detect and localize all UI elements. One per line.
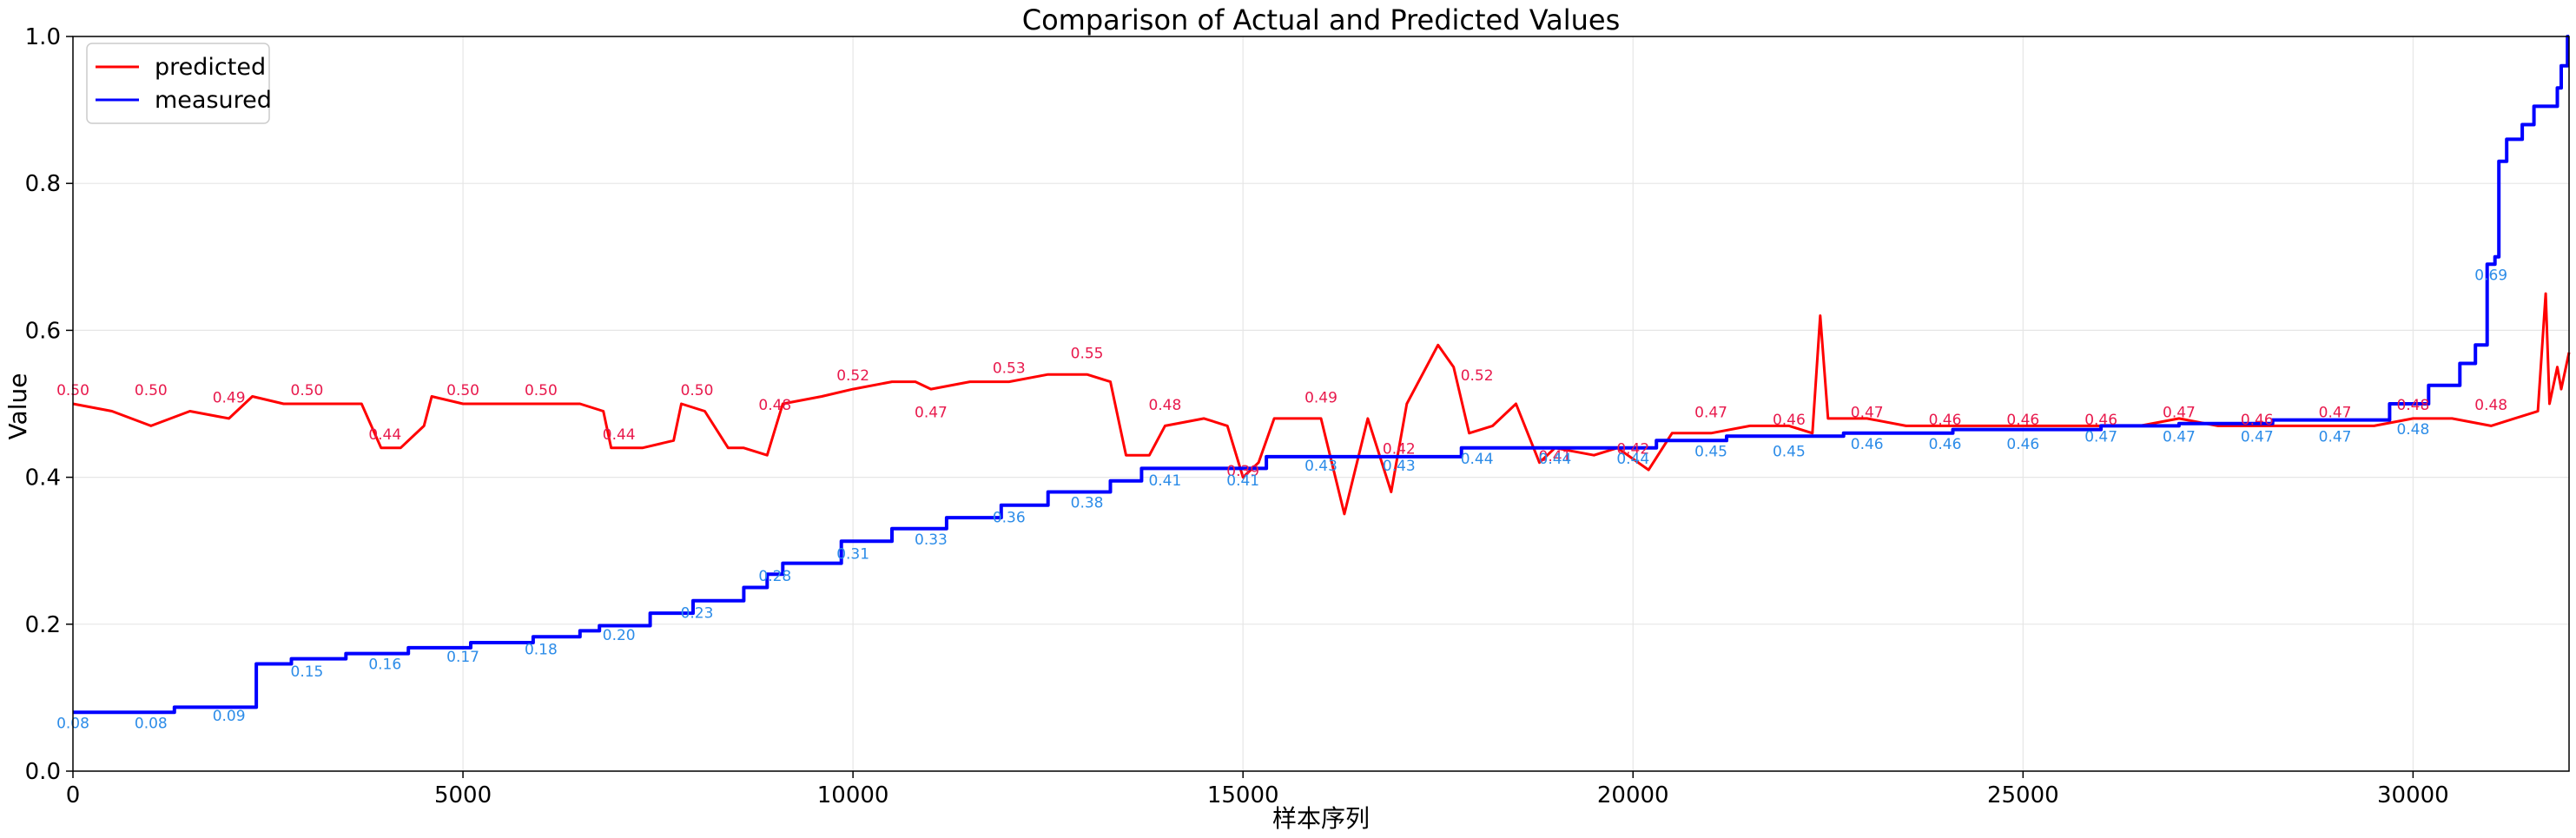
x-tick-label: 10000 xyxy=(817,782,889,808)
y-tick-label: 0.4 xyxy=(25,465,61,492)
chart-title: Comparison of Actual and Predicted Value… xyxy=(1022,3,1621,36)
data-label-measured: 0.45 xyxy=(1694,443,1727,460)
x-tick-label: 0 xyxy=(66,782,81,808)
data-label-predicted: 0.50 xyxy=(446,382,479,399)
data-label-measured: 0.48 xyxy=(2396,421,2429,439)
data-label-measured: 0.44 xyxy=(1461,451,1494,468)
data-label-predicted: 0.52 xyxy=(836,367,869,385)
legend: predicted measured xyxy=(86,43,272,124)
data-label-predicted: 0.53 xyxy=(993,360,1026,378)
y-tick-label: 1.0 xyxy=(25,24,61,50)
data-label-measured: 0.15 xyxy=(291,663,324,681)
series-line-predicted xyxy=(72,292,2571,516)
data-label-predicted: 0.41 xyxy=(1539,448,1572,465)
series-line-measured xyxy=(73,35,2570,715)
data-label-predicted: 0.47 xyxy=(915,404,948,421)
x-axis-title: 样本序列 xyxy=(1272,804,1370,833)
data-label-measured: 0.17 xyxy=(446,649,479,666)
x-tick-label: 5000 xyxy=(434,782,492,808)
y-tick-label: 0.0 xyxy=(25,759,61,785)
x-tick-label: 15000 xyxy=(1207,782,1279,808)
plot-frame xyxy=(72,36,2570,772)
x-tick-label: 25000 xyxy=(1987,782,2059,808)
data-label-predicted: 0.47 xyxy=(2163,404,2196,421)
data-label-measured: 0.46 xyxy=(1851,436,1884,453)
data-label-measured: 0.38 xyxy=(1071,495,1104,512)
data-label-predicted: 0.44 xyxy=(603,426,636,444)
data-label-measured: 0.45 xyxy=(1773,443,1806,460)
data-label-predicted: 0.50 xyxy=(681,382,714,399)
data-label-measured: 0.41 xyxy=(1226,472,1259,490)
y-tick-label: 0.6 xyxy=(25,318,61,344)
data-label-predicted: 0.46 xyxy=(1773,412,1806,429)
data-label-measured: 0.28 xyxy=(758,568,791,585)
data-label-measured: 0.09 xyxy=(213,708,246,725)
data-label-measured: 0.36 xyxy=(993,509,1026,526)
data-label-measured: 0.46 xyxy=(2006,436,2039,453)
data-label-predicted: 0.39 xyxy=(1226,463,1259,480)
data-label-measured: 0.08 xyxy=(135,715,168,732)
data-label-predicted: 0.46 xyxy=(1929,412,1962,429)
plot-series xyxy=(72,35,2571,715)
data-label-predicted: 0.50 xyxy=(135,382,168,399)
y-axis-title: Value xyxy=(3,373,32,440)
data-label-measured: 0.43 xyxy=(1305,458,1338,475)
data-label-predicted: 0.44 xyxy=(368,426,401,444)
data-label-predicted: 0.48 xyxy=(758,397,791,414)
data-label-predicted: 0.50 xyxy=(525,382,558,399)
data-label-predicted: 0.52 xyxy=(1461,367,1494,385)
axes: 0 5000 10000 15000 20000 25000 30000 0.0 0.2 0.4 0… xyxy=(25,24,2449,808)
data-label-measured: 0.46 xyxy=(1929,436,1962,453)
data-label-measured: 0.47 xyxy=(2241,428,2274,445)
data-label-measured: 0.43 xyxy=(1383,458,1416,475)
data-label-predicted: 0.50 xyxy=(291,382,324,399)
data-label-measured: 0.44 xyxy=(1616,451,1649,468)
data-label-predicted: 0.47 xyxy=(2319,404,2352,421)
data-label-measured: 0.44 xyxy=(1539,451,1572,468)
data-label-measured: 0.18 xyxy=(525,642,558,659)
data-label-predicted: 0.47 xyxy=(1851,404,1884,421)
data-label-measured: 0.47 xyxy=(2319,428,2352,445)
data-label-predicted: 0.46 xyxy=(2084,412,2117,429)
legend-label-measured: measured xyxy=(155,87,272,114)
data-label-measured: 0.31 xyxy=(836,546,869,564)
data-label-predicted: 0.42 xyxy=(1383,441,1416,459)
data-label-measured: 0.23 xyxy=(681,604,714,622)
data-label-measured: 0.41 xyxy=(1148,472,1181,490)
data-annotations: 0.50 0.50 0.49 0.500.440.50 0.500.440.500.48… xyxy=(56,267,2507,732)
x-tick-label: 30000 xyxy=(2377,782,2449,808)
data-label-predicted: 0.46 xyxy=(2006,412,2039,429)
data-label-predicted: 0.49 xyxy=(213,389,246,406)
data-label-predicted: 0.48 xyxy=(1148,397,1181,414)
legend-frame xyxy=(86,43,270,124)
data-label-predicted: 0.48 xyxy=(2396,397,2429,414)
y-tick-label: 0.8 xyxy=(25,171,61,197)
data-label-measured: 0.33 xyxy=(915,531,948,549)
data-label-measured: 0.69 xyxy=(2474,267,2507,284)
data-label-predicted: 0.42 xyxy=(1616,441,1649,459)
data-label-predicted: 0.48 xyxy=(2474,397,2507,414)
data-label-measured: 0.16 xyxy=(368,657,401,674)
y-tick-label: 0.2 xyxy=(25,612,61,638)
data-label-predicted: 0.55 xyxy=(1071,346,1104,363)
legend-label-predicted: predicted xyxy=(155,54,266,81)
data-label-measured: 0.47 xyxy=(2163,428,2196,445)
data-label-measured: 0.47 xyxy=(2084,428,2117,445)
data-label-predicted: 0.49 xyxy=(1305,389,1338,406)
x-tick-label: 20000 xyxy=(1597,782,1669,808)
data-label-predicted: 0.47 xyxy=(1694,404,1727,421)
data-label-measured: 0.20 xyxy=(603,627,636,644)
data-label-predicted: 0.46 xyxy=(2241,412,2274,429)
